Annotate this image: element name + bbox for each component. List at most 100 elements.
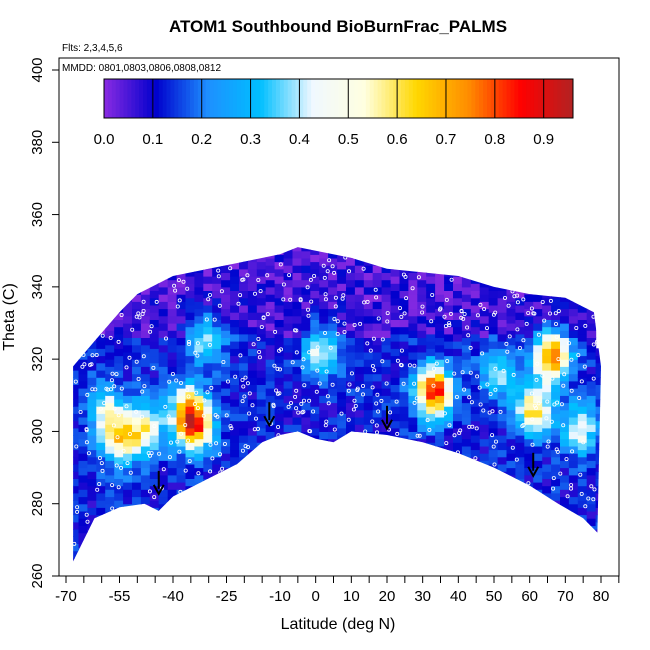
heatmap-cell bbox=[87, 435, 97, 443]
heatmap-cell bbox=[453, 442, 463, 451]
heatmap-cell bbox=[542, 370, 552, 378]
heatmap-cell bbox=[283, 257, 294, 266]
heatmap-cell bbox=[524, 294, 534, 302]
heatmap-cell bbox=[568, 510, 579, 519]
sample-point bbox=[281, 297, 286, 302]
heatmap-cell bbox=[328, 265, 338, 273]
heatmap-cell bbox=[568, 395, 579, 404]
heatmap-cell bbox=[417, 424, 427, 432]
sample-point bbox=[300, 365, 305, 370]
sample-point bbox=[355, 386, 360, 391]
sample-point bbox=[115, 435, 120, 440]
sample-point bbox=[140, 311, 145, 316]
sample-point bbox=[510, 445, 515, 450]
colorbar-segment bbox=[342, 79, 347, 118]
heatmap-cell bbox=[488, 326, 499, 335]
sample-point bbox=[385, 311, 390, 316]
colorbar-segment bbox=[189, 79, 195, 118]
heatmap-cell bbox=[444, 341, 454, 349]
heatmap-cell bbox=[105, 445, 115, 454]
sample-point bbox=[353, 403, 358, 408]
heatmap-cell bbox=[73, 557, 80, 562]
heatmap-cell bbox=[595, 370, 602, 378]
sample-point bbox=[380, 337, 385, 342]
heatmap-cell bbox=[346, 272, 356, 281]
heatmap-cell bbox=[568, 503, 579, 512]
sample-point bbox=[351, 407, 356, 412]
heatmap-cell bbox=[123, 359, 133, 367]
sample-point bbox=[100, 468, 105, 473]
heatmap-cell bbox=[444, 290, 454, 299]
heatmap-cell bbox=[586, 409, 597, 418]
heatmap-cell bbox=[123, 489, 133, 498]
heatmap-cell bbox=[310, 268, 320, 277]
heatmap-cell bbox=[568, 438, 579, 447]
sample-point bbox=[193, 350, 198, 355]
heatmap-cell bbox=[560, 489, 570, 498]
heatmap-cell bbox=[87, 341, 97, 349]
heatmap-cell bbox=[194, 417, 204, 425]
sample-point bbox=[252, 291, 257, 296]
sample-point bbox=[217, 303, 222, 308]
heatmap-cell bbox=[283, 308, 294, 317]
heatmap-cell bbox=[444, 427, 454, 436]
heatmap-cell bbox=[346, 351, 356, 360]
heatmap-cell bbox=[461, 294, 472, 302]
heatmap-cell bbox=[212, 348, 222, 357]
heatmap-cell bbox=[283, 344, 294, 353]
heatmap-cell bbox=[346, 294, 356, 302]
heatmap-cell bbox=[444, 377, 454, 385]
y-tick-label: 400 bbox=[29, 57, 46, 82]
sample-point bbox=[175, 439, 180, 444]
heatmap-cell bbox=[453, 341, 463, 349]
heatmap-cell bbox=[515, 297, 525, 306]
heatmap-cell bbox=[167, 417, 178, 425]
heatmap-cell bbox=[96, 464, 106, 472]
heatmap-cell bbox=[221, 460, 231, 469]
heatmap-cell bbox=[551, 420, 561, 429]
heatmap-cell bbox=[274, 413, 285, 422]
heatmap-cell bbox=[194, 424, 204, 432]
heatmap-cell bbox=[595, 456, 602, 465]
sample-point bbox=[372, 368, 377, 373]
sample-point bbox=[477, 385, 482, 390]
colorbar-segment bbox=[334, 79, 339, 118]
heatmap-cell bbox=[363, 431, 374, 440]
heatmap-cell bbox=[533, 474, 543, 483]
heatmap-cell bbox=[319, 380, 329, 389]
heatmap-cell bbox=[167, 359, 178, 367]
heatmap-cell bbox=[73, 536, 80, 544]
colorbar-segment bbox=[104, 79, 109, 118]
heatmap-cell bbox=[96, 384, 106, 393]
x-tick-label: 0 bbox=[311, 588, 319, 605]
heatmap-cell bbox=[194, 301, 204, 310]
sample-point bbox=[163, 336, 168, 341]
heatmap-cell bbox=[470, 355, 481, 364]
sample-point bbox=[475, 374, 480, 379]
heatmap-cell bbox=[292, 395, 302, 404]
heatmap-cell bbox=[265, 417, 276, 425]
heatmap-cell bbox=[346, 417, 356, 425]
heatmap-cell bbox=[78, 518, 88, 526]
heatmap-cell bbox=[337, 268, 347, 277]
colorbar-segment bbox=[131, 79, 136, 118]
heatmap-cell bbox=[524, 337, 534, 346]
heatmap-cell bbox=[265, 445, 276, 454]
heatmap-cell bbox=[506, 294, 516, 302]
sample-point bbox=[174, 378, 179, 383]
heatmap-cell bbox=[372, 337, 383, 346]
heatmap-cell bbox=[586, 337, 597, 346]
heatmap-cell bbox=[158, 503, 169, 512]
heatmap-cell bbox=[381, 323, 392, 331]
heatmap-cell bbox=[542, 355, 552, 364]
colorbar-segment bbox=[385, 79, 390, 118]
heatmap-cell bbox=[292, 351, 302, 360]
heatmap-cell bbox=[542, 297, 552, 306]
heatmap-cell bbox=[337, 420, 347, 429]
heatmap-cell bbox=[586, 402, 597, 411]
sample-point bbox=[526, 481, 531, 486]
sample-point bbox=[569, 483, 574, 488]
heatmap-cell bbox=[221, 330, 231, 338]
heatmap-cell bbox=[256, 370, 267, 378]
heatmap-cell bbox=[73, 384, 80, 393]
